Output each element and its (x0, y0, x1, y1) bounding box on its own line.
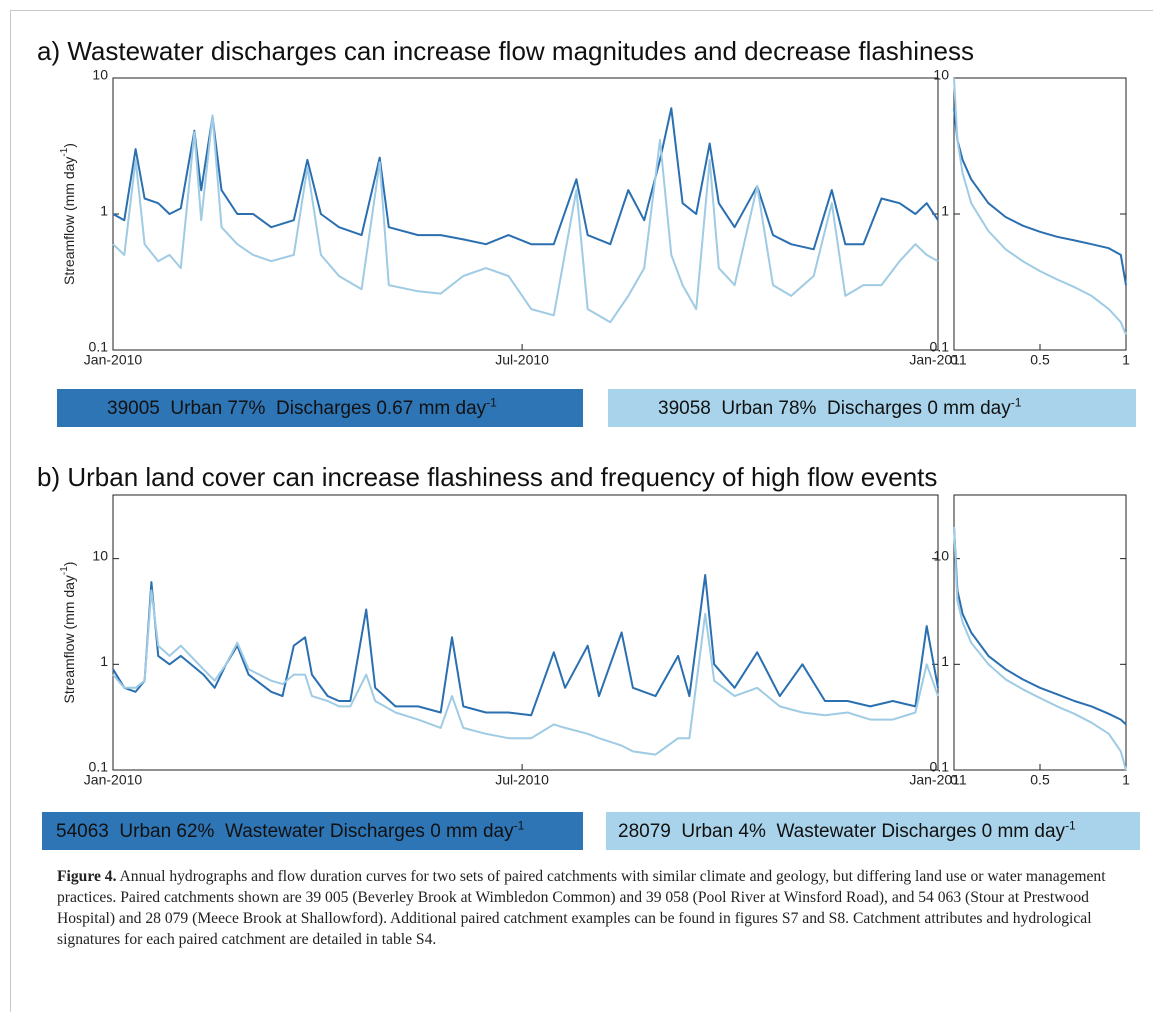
y-tick-label: 1 (100, 653, 108, 669)
flow-line (953, 108, 1127, 286)
y-axis-label-end: ) (61, 143, 77, 148)
x-tick-label: 0 (950, 772, 958, 788)
y-tick-label: 0.1 (930, 759, 950, 775)
panel-title: b) Urban land cover can increase flashin… (37, 462, 938, 492)
x-tick-label: 0 (950, 352, 958, 368)
x-tick-label: Jan-2011 (909, 352, 967, 368)
legend-text: 39058 Urban 78% Discharges 0 mm day (658, 398, 1011, 419)
frame-line (10, 10, 1153, 11)
y-axis-label: Streamflow (mm day-1) (59, 562, 77, 704)
frame-line (10, 10, 11, 1012)
y-tick-label: 1 (941, 653, 949, 669)
y-axis-label-text: Streamflow (mm day (61, 157, 77, 285)
plot-area (112, 494, 939, 771)
legend-text: 39005 Urban 77% Discharges 0.67 mm day (107, 398, 487, 419)
caption-label: Figure 4. (57, 868, 117, 885)
x-tick-label: Jan-2010 (84, 772, 143, 788)
plot-area (953, 494, 1127, 771)
legend-sup: -1 (1010, 395, 1022, 410)
x-tick-label: Jan-2010 (84, 352, 143, 368)
legend-sup: -1 (486, 395, 497, 410)
flow-line (112, 589, 939, 756)
y-tick-label: 10 (933, 67, 949, 83)
y-axis-label-sup: -1 (59, 147, 70, 156)
caption-text: Annual hydrographs and flow duration cur… (57, 868, 1106, 948)
y-tick-label: 10 (92, 547, 108, 563)
y-tick-label: 0.1 (89, 759, 109, 775)
y-axis-label: Streamflow (mm day-1) (59, 143, 77, 285)
legend-text: 54063 Urban 62% Wastewater Discharges 0 … (56, 821, 514, 842)
y-axis-label-end: ) (61, 562, 77, 567)
y-tick-label: 1 (941, 203, 949, 219)
flow-line (953, 526, 1127, 726)
flow-line (953, 526, 1127, 771)
y-tick-label: 10 (933, 547, 949, 563)
flow-line (112, 107, 939, 251)
legend-text: 28079 Urban 4% Wastewater Discharges 0 m… (618, 821, 1066, 842)
y-tick-label: 1 (100, 203, 108, 219)
legend-box: 39005 Urban 77% Discharges 0.67 mm day-1 (57, 389, 583, 427)
x-tick-label: 0.5 (1030, 352, 1050, 368)
x-tick-label: 1 (1122, 772, 1130, 788)
plot-area (953, 77, 1127, 351)
legend-sup: -1 (1065, 818, 1076, 833)
y-axis-label-sup: -1 (59, 566, 70, 575)
legend-box: 28079 Urban 4% Wastewater Discharges 0 m… (606, 812, 1140, 850)
caption: Figure 4. Annual hydrographs and flow du… (57, 866, 1127, 950)
legend-sup: -1 (513, 818, 525, 833)
legend-box: 54063 Urban 62% Wastewater Discharges 0 … (42, 812, 583, 850)
y-tick-label: 0.1 (930, 339, 950, 355)
legend-box: 39058 Urban 78% Discharges 0 mm day-1 (608, 389, 1136, 427)
x-tick-label: Jul-2010 (495, 352, 549, 368)
x-tick-label: 0.5 (1030, 772, 1050, 788)
x-tick-label: 1 (1122, 352, 1130, 368)
flow-line (953, 77, 1127, 335)
y-tick-label: 10 (92, 67, 108, 83)
flow-line (112, 114, 939, 324)
y-axis-label-text: Streamflow (mm day (61, 575, 77, 703)
x-tick-label: Jul-2010 (495, 772, 549, 788)
x-tick-label: Jan-2011 (909, 772, 967, 788)
flow-line (112, 574, 939, 717)
panel-title: a) Wastewater discharges can increase fl… (37, 36, 974, 66)
y-tick-label: 0.1 (89, 339, 109, 355)
